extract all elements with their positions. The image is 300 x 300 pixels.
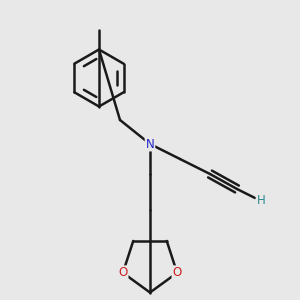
Text: O: O [172, 266, 182, 279]
Text: H: H [256, 194, 266, 208]
Text: N: N [146, 137, 154, 151]
Text: O: O [118, 266, 128, 279]
